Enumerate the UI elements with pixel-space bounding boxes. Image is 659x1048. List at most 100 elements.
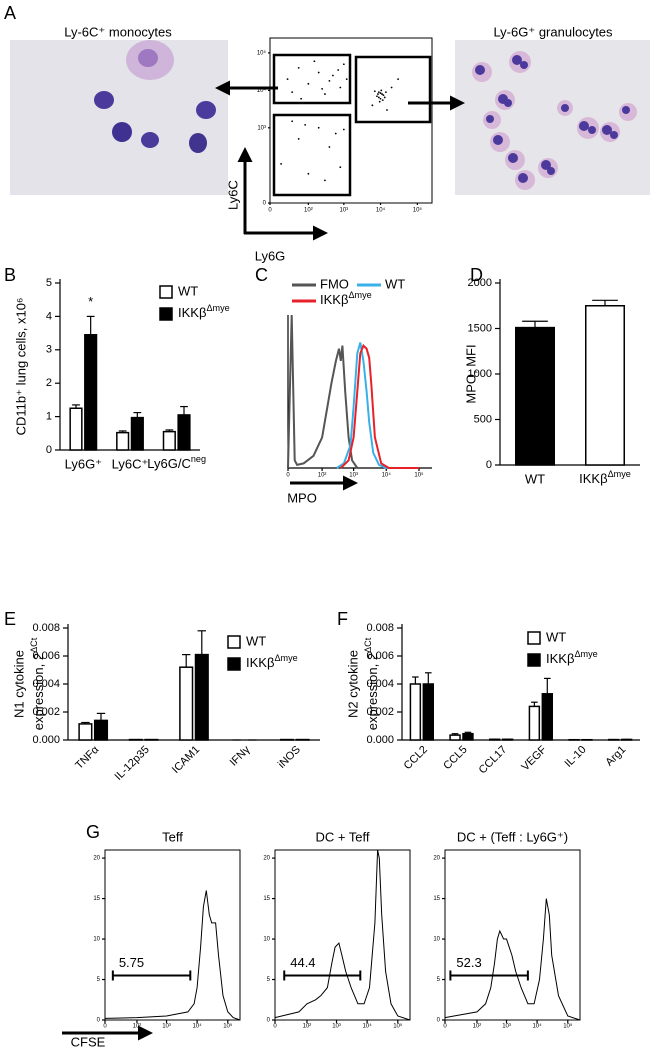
panel-letter: A <box>4 3 16 23</box>
bar <box>69 407 83 451</box>
y-tick-label: 10 <box>93 937 100 943</box>
panel-letter: F <box>337 609 348 629</box>
x-tick-label: 0 <box>443 1024 447 1030</box>
y-tick-label: 3 <box>46 344 52 356</box>
bar <box>194 653 209 741</box>
bar <box>422 683 435 741</box>
bar <box>84 334 98 451</box>
x-tick-label: 10⁴ <box>362 1023 372 1030</box>
x-tick-label: 0 <box>273 1024 277 1030</box>
histogram-line <box>287 314 359 469</box>
image-label: Ly-6G⁺ granulocytes <box>493 24 613 39</box>
event-dot <box>324 179 326 182</box>
y-axis-label: Ly6C <box>225 180 240 210</box>
gate <box>354 55 432 124</box>
y-tick-label: 0 <box>263 201 267 207</box>
legend-label: WT <box>546 629 566 644</box>
gate <box>272 53 352 105</box>
x-tick-label: 10² <box>304 208 313 214</box>
bar <box>116 431 130 451</box>
panel-letter: E <box>4 609 16 629</box>
x-tick-label: 10³ <box>339 208 348 214</box>
y-tick-label: 20 <box>263 856 270 862</box>
event-dot <box>321 87 324 90</box>
cell <box>189 133 207 153</box>
y-tick-label: 15 <box>433 896 440 902</box>
legend-label-main: IKKβ <box>246 655 274 670</box>
y-tick-label: 2000 <box>468 277 492 289</box>
event-dot <box>291 91 294 94</box>
event-dot <box>291 120 294 123</box>
event-dot <box>378 100 381 103</box>
y-tick-label: 0.000 <box>32 734 60 746</box>
x-tick-label: 10⁵ <box>393 1023 403 1030</box>
event-dot <box>390 86 393 89</box>
y-tick-label: 5 <box>437 977 441 983</box>
bar <box>409 683 422 741</box>
x-axis-label: Ly6G <box>255 248 286 263</box>
y-tick-label: 20 <box>93 856 100 862</box>
x-tick-label: 10⁴ <box>192 1023 202 1030</box>
x-tick-label-sup: neg <box>191 454 206 464</box>
x-tick-label: Ly6G⁺ <box>65 456 102 471</box>
x-tick-label: IL-12p35 <box>113 744 152 783</box>
event-dot <box>280 163 282 165</box>
x-tick-label: CCL5 <box>441 744 469 772</box>
y-tick-label: 0.000 <box>366 734 394 746</box>
x-tick-label: 10² <box>303 1024 312 1030</box>
y-tick-label: 0 <box>97 1018 101 1024</box>
y-tick-label: 10⁵ <box>257 50 267 57</box>
x-tick-label: 10⁴ <box>532 1023 542 1030</box>
nucleus <box>475 55 630 183</box>
cell <box>141 132 159 148</box>
event-dot <box>334 132 337 135</box>
bar <box>541 693 553 741</box>
event-dot <box>384 91 387 94</box>
panel-letter: C <box>255 265 268 285</box>
bar <box>528 705 541 741</box>
legend-label: IKKβΔmye <box>246 653 298 670</box>
event-dot <box>377 93 379 95</box>
y-tick-label: 15 <box>263 896 270 902</box>
event-dot <box>300 97 303 100</box>
event-dot <box>345 78 348 81</box>
event-dot <box>337 69 340 71</box>
bar <box>620 738 633 741</box>
panel-title: Teff <box>162 829 183 844</box>
x-tick-label: Ly6C⁺ <box>112 456 149 471</box>
y-axis-label: CD11b⁺ lung cells, x10⁶ <box>13 298 28 436</box>
y-tick-label: 0.004 <box>32 678 60 690</box>
legend-label: IKKβΔmye <box>178 303 230 320</box>
event-dot <box>328 79 331 82</box>
y-tick-label: 0.008 <box>32 622 60 634</box>
legend-swatch <box>527 631 541 645</box>
y-tick-label: 0.006 <box>366 650 394 662</box>
bar <box>177 414 191 451</box>
cell <box>112 122 132 142</box>
y-axis-label: expression, 2ΔCt <box>363 637 380 730</box>
bar <box>78 723 93 741</box>
x-tick-label: CCL2 <box>402 744 430 772</box>
y-axis-label-sup: ΔCt <box>29 637 39 653</box>
x-tick-label: Ly6G/Cneg <box>147 454 206 471</box>
event-dot <box>377 96 380 99</box>
x-tick-label-sup: Δmye <box>608 469 631 479</box>
event-dot <box>317 126 320 129</box>
gate <box>272 113 352 197</box>
cell <box>196 101 216 119</box>
gate-label: 44.4 <box>290 955 315 970</box>
event-dot <box>377 91 380 94</box>
x-tick-label: Arg1 <box>603 744 628 769</box>
y-tick-label: 0.008 <box>366 622 394 634</box>
plot-frame <box>269 37 433 204</box>
bar <box>462 732 474 741</box>
legend-label-sup: Δmye <box>206 303 229 313</box>
y-tick-label: 1000 <box>468 368 492 380</box>
legend-label: FMO <box>320 276 349 291</box>
y-tick-label: 0 <box>46 444 52 456</box>
x-tick-label: 10³ <box>162 1024 171 1030</box>
y-tick-label: 5 <box>97 977 101 983</box>
legend-label-sup: Δmye <box>574 649 597 659</box>
x-tick-label-main: IKKβ <box>579 471 607 486</box>
x-tick-label: 10² <box>473 1024 482 1030</box>
